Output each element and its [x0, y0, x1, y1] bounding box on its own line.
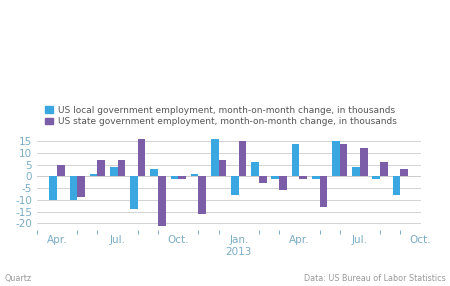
Bar [320, 176, 327, 207]
Bar [360, 148, 368, 176]
Bar [198, 176, 206, 214]
Bar [352, 167, 360, 176]
Bar [219, 160, 226, 176]
Bar [393, 176, 401, 195]
Bar [299, 176, 307, 179]
Bar [50, 176, 57, 200]
Bar [70, 176, 77, 200]
Bar [312, 176, 320, 179]
Bar [400, 169, 408, 176]
Bar [77, 176, 85, 197]
Bar [171, 176, 178, 179]
Legend: US local government employment, month-on-month change, in thousands, US state go: US local government employment, month-on… [41, 102, 400, 130]
Text: Quartz: Quartz [4, 274, 32, 283]
Bar [150, 169, 158, 176]
Bar [332, 141, 340, 176]
Bar [292, 144, 299, 176]
Bar [251, 162, 259, 176]
Bar [178, 176, 186, 179]
Bar [191, 174, 198, 176]
Bar [117, 160, 125, 176]
Bar [239, 141, 247, 176]
Bar [57, 165, 65, 176]
Bar [158, 176, 166, 226]
Text: Data: US Bureau of Labor Statistics: Data: US Bureau of Labor Statistics [304, 274, 446, 283]
Bar [90, 174, 98, 176]
Bar [231, 176, 239, 195]
Bar [340, 144, 347, 176]
Bar [138, 139, 145, 176]
Bar [279, 176, 287, 190]
Bar [380, 162, 388, 176]
Bar [110, 167, 117, 176]
Bar [271, 176, 279, 179]
Bar [373, 176, 380, 179]
Bar [259, 176, 267, 183]
Bar [211, 139, 219, 176]
Bar [98, 160, 105, 176]
Bar [130, 176, 138, 209]
